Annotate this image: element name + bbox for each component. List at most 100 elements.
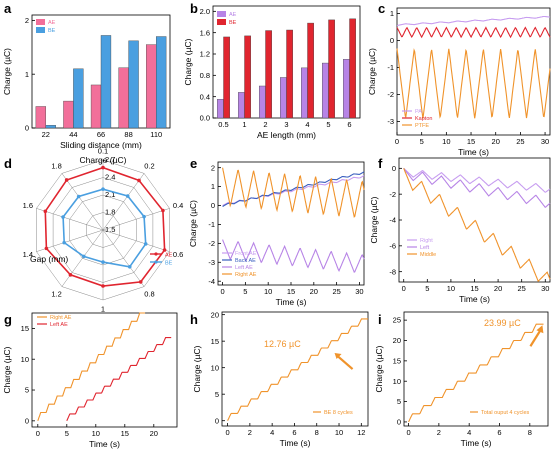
x-tick-label: 20 — [150, 429, 158, 438]
radar-point-BE — [101, 187, 105, 191]
y-tick-label: 1 — [390, 9, 394, 18]
y-tick-label: 0 — [397, 418, 401, 427]
bar-BE-110 — [155, 36, 167, 129]
x-tick-label: 5 — [425, 284, 429, 293]
x-axis-label: AE length (mm) — [257, 130, 316, 140]
x-tick-label: 10 — [264, 287, 272, 296]
legend-marker — [154, 260, 158, 264]
panel-b: b 0.0 0.4 0.8 1.2 1.6 2.0 AE length (mm) Charge … — [183, 1, 361, 140]
y-tick-label: -2 — [389, 190, 396, 199]
bar-BE-44 — [73, 68, 84, 129]
x-axis-label: Time (s) — [459, 294, 490, 304]
x-tick-label: 5 — [243, 287, 247, 296]
y-tick-label: 2 — [25, 16, 29, 25]
x-tick-label: 25 — [518, 284, 526, 293]
x-tick-label: 0 — [225, 428, 229, 437]
series-line-g-1 — [66, 337, 172, 422]
x-tick-label: 8 — [315, 428, 319, 437]
y-tick-label: 0.8 — [200, 71, 210, 80]
radar-spoke — [102, 208, 170, 231]
x-tick-label: 1 — [242, 120, 246, 129]
radar-spoke — [102, 173, 145, 231]
x-tick-label: 66 — [97, 130, 105, 139]
radar-point-AE — [162, 248, 167, 252]
series-line-f-2 — [403, 168, 551, 283]
y-axis-label: Charge (µC) — [192, 345, 202, 392]
radar-ring-label: 2.4 — [105, 173, 115, 182]
legend-entry: Middle — [420, 252, 436, 258]
x-tick-label: 20 — [310, 287, 318, 296]
x-axis-label: Time (s) — [276, 297, 307, 307]
radar-point-BE — [142, 214, 146, 219]
y-axis-label: Charge (µC) — [369, 196, 379, 243]
radar-ring-label: 1.5 — [105, 225, 115, 234]
x-tick-label: 44 — [69, 130, 77, 139]
series-line-i-0 — [408, 323, 544, 423]
panel-label-g: g — [4, 312, 12, 327]
panel-f: f -8 -6 -4 -2 0 0 5 10 15 20 25 30 Time (s) Charge (µC… — [369, 156, 551, 304]
x-tick-label: 110 — [150, 130, 162, 139]
legend-swatch — [36, 19, 45, 25]
radar-point-AE — [101, 165, 105, 170]
annotation-text: 23.99 µC — [484, 318, 521, 328]
panel-label-b: b — [190, 1, 198, 16]
y-tick-label: -8 — [389, 267, 396, 276]
y-tick-label: -2 — [387, 90, 394, 99]
series-line-c-1 — [396, 26, 551, 39]
x-tick-label: 0 — [402, 284, 406, 293]
radar-point-BE — [61, 215, 65, 219]
panel-a: a 0 1 2 Sliding distance (mm) Charge (µC) 22 44… — [2, 1, 171, 150]
y-tick-label: 0.4 — [200, 92, 210, 101]
bar-AE-0.5 — [216, 99, 224, 119]
y-tick-label: 25 — [393, 316, 401, 325]
series-line-g-0 — [37, 312, 146, 421]
x-tick-label: 5 — [420, 137, 424, 146]
radar-spoke-label: 1.2 — [51, 289, 61, 298]
plot-frame-f — [398, 157, 551, 283]
x-tick-label: 3 — [284, 120, 288, 129]
y-tick-label: 20 — [211, 310, 219, 319]
bar-BE-6 — [349, 18, 357, 119]
radar-point-AE — [137, 178, 141, 183]
legend-entry: Left AE — [50, 322, 68, 328]
radar-spoke-label: 1 — [101, 305, 105, 314]
radar-point-AE — [161, 208, 165, 213]
x-tick-label: 2 — [437, 428, 441, 437]
legend-entry: BE — [48, 28, 56, 34]
y-tick-label: -1 — [387, 63, 394, 72]
panel-label-a: a — [4, 1, 12, 16]
legend-swatch — [36, 27, 45, 33]
radar-spoke — [36, 208, 104, 231]
x-tick-label: 15 — [467, 137, 475, 146]
radar-spoke-label: 0.8 — [144, 289, 154, 298]
panel-i: i 0 5 10 15 20 25 0 2 4 6 8 Time (s) Charge (µC) 23.99… — [374, 311, 549, 448]
radar-ring-label: 2.1 — [105, 190, 115, 199]
radar-spoke — [61, 229, 104, 287]
y-axis-label: Charge (µC) — [367, 48, 377, 95]
legend-swatch — [217, 19, 226, 25]
radar-spoke-label: 0.2 — [144, 162, 154, 171]
annotation-arrow — [336, 355, 354, 370]
bar-AE-22 — [35, 106, 46, 129]
legend-entry: Right — [420, 238, 433, 244]
y-tick-label: -2 — [208, 239, 215, 248]
radar-spoke-label: 0.6 — [173, 250, 183, 259]
y-tick-label: 5 — [397, 397, 401, 406]
x-tick-label: 4 — [467, 428, 471, 437]
bar-AE-1 — [237, 92, 245, 119]
radar-ring-label: 1.8 — [105, 208, 115, 217]
y-tick-label: 0 — [215, 416, 219, 425]
radar-spoke-label: 0.4 — [173, 201, 183, 210]
y-tick-label: 2 — [211, 163, 215, 172]
x-tick-label: 25 — [332, 287, 340, 296]
y-tick-label: 15 — [21, 324, 29, 333]
radar-spoke — [102, 229, 170, 252]
radar-point-AE — [64, 178, 69, 182]
radar-ring-label: 2.7 — [105, 155, 115, 164]
y-tick-label: 0.0 — [200, 114, 210, 123]
panel-d: d 1.5 1.8 2.1 2.4 2.70.1 0.2 0.4 0.6 0.8 1 1.2 1.4 1.… — [4, 147, 183, 314]
y-tick-label: 15 — [393, 356, 401, 365]
x-tick-label: 15 — [470, 284, 478, 293]
panel-label-i: i — [378, 312, 382, 327]
